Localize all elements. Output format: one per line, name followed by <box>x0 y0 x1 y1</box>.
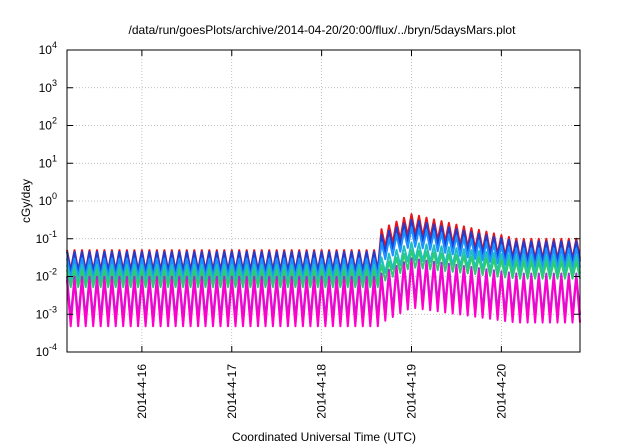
x-tick-label: 2014-4-18 <box>315 364 329 419</box>
x-axis: 2014-4-16 2014-4-17 2014-4-18 2014-4-19 2014… <box>135 50 508 419</box>
y-axis-label: cGy/day <box>19 179 33 223</box>
y-tick-label: 103 <box>39 78 57 95</box>
y-tick-label: 102 <box>39 116 57 133</box>
x-tick-label: 2014-4-20 <box>494 364 508 419</box>
x-tick-label: 2014-4-19 <box>404 364 418 419</box>
grid <box>67 50 580 352</box>
x-axis-label: Coordinated Universal Time (UTC) <box>232 430 416 444</box>
x-tick-label: 2014-4-17 <box>225 364 239 419</box>
x-tick-label: 2014-4-16 <box>135 364 149 419</box>
series-line <box>66 218 581 273</box>
y-axis: 10-4 10-3 10-2 10-1 100 101 102 103 104 <box>36 40 580 359</box>
y-tick-label: 10-2 <box>36 267 57 284</box>
chart-title: /data/run/goesPlots/archive/2014-04-20/2… <box>129 23 517 37</box>
series-line <box>66 249 581 289</box>
y-tick-label: 100 <box>39 191 57 208</box>
y-tick-label: 10-1 <box>36 229 57 246</box>
y-tick-label: 10-3 <box>36 304 57 321</box>
series-line <box>66 226 581 279</box>
y-tick-label: 104 <box>39 40 57 57</box>
y-tick-label: 101 <box>39 153 57 170</box>
series-line <box>66 241 581 284</box>
series-line <box>66 260 581 328</box>
series-group <box>66 213 581 328</box>
y-tick-label: 10-4 <box>36 342 57 359</box>
